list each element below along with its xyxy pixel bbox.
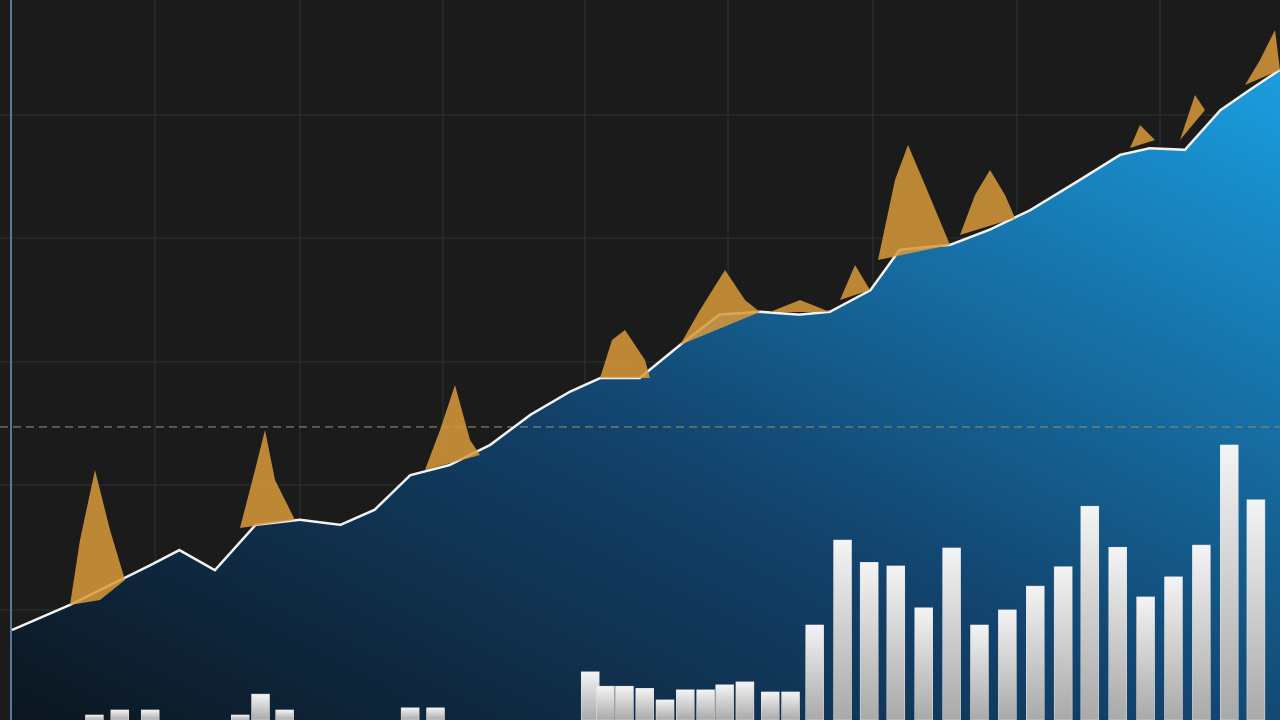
bar: [1164, 576, 1183, 720]
bar: [805, 624, 824, 720]
bar: [615, 685, 634, 720]
orange-spikes: [70, 30, 1280, 605]
area: [12, 69, 1280, 720]
bar: [998, 609, 1017, 720]
bar: [676, 689, 695, 720]
bar: [1080, 505, 1100, 720]
bar: [833, 539, 852, 720]
bar: [1220, 444, 1239, 720]
bar: [696, 689, 715, 720]
bar: [275, 709, 294, 720]
bar: [251, 693, 270, 720]
bar: [970, 624, 989, 720]
line: [11, 68, 1280, 632]
bar: [942, 547, 961, 720]
bar: [1053, 566, 1073, 720]
bar: [230, 714, 250, 720]
bar: [859, 562, 879, 720]
bar: [914, 607, 933, 720]
bar: [715, 684, 734, 720]
bar: [655, 699, 675, 720]
bar: [1136, 596, 1155, 720]
bar: [110, 709, 130, 720]
bar: [140, 709, 160, 720]
bar: [735, 681, 755, 720]
bar: [1192, 544, 1211, 720]
bar: [1108, 546, 1127, 720]
bar: [635, 688, 654, 720]
bar: [400, 707, 420, 720]
bar: [886, 565, 906, 720]
bar: [426, 707, 445, 720]
bar: [1246, 499, 1266, 720]
bar: [761, 691, 780, 720]
bar: [85, 714, 104, 720]
bar: [1026, 585, 1045, 720]
bar: [596, 685, 615, 720]
plot-area: [0, 68, 1280, 720]
bar: [781, 691, 800, 720]
